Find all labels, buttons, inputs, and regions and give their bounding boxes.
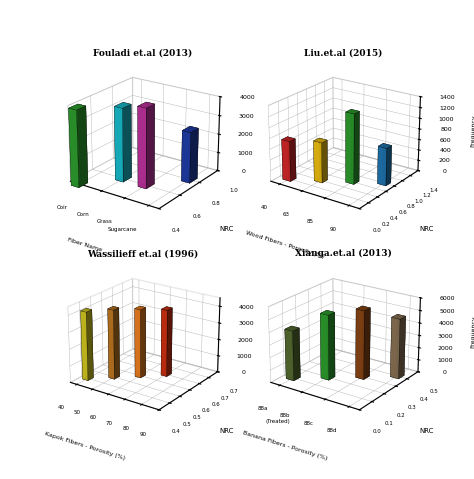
X-axis label: Wood Fibers - Porosity (%): Wood Fibers - Porosity (%) <box>245 230 325 260</box>
X-axis label: Fiber Name: Fiber Name <box>66 237 102 252</box>
Title: Liu.et.al (2015): Liu.et.al (2015) <box>304 48 383 57</box>
Y-axis label: NRC: NRC <box>419 428 434 433</box>
Title: Wassilieff et.al (1996): Wassilieff et.al (1996) <box>87 249 198 258</box>
Title: Fouladi et.al (2013): Fouladi et.al (2013) <box>93 48 192 57</box>
Title: Xianga.et.al (2013): Xianga.et.al (2013) <box>295 249 392 258</box>
Y-axis label: NRC: NRC <box>219 428 234 433</box>
Y-axis label: NRC: NRC <box>419 227 434 232</box>
X-axis label: Banana Fibers - Porosity (%): Banana Fibers - Porosity (%) <box>242 431 328 462</box>
X-axis label: Kapok Fibers - Porosity (%): Kapok Fibers - Porosity (%) <box>44 431 125 461</box>
Y-axis label: NRC: NRC <box>219 227 234 232</box>
